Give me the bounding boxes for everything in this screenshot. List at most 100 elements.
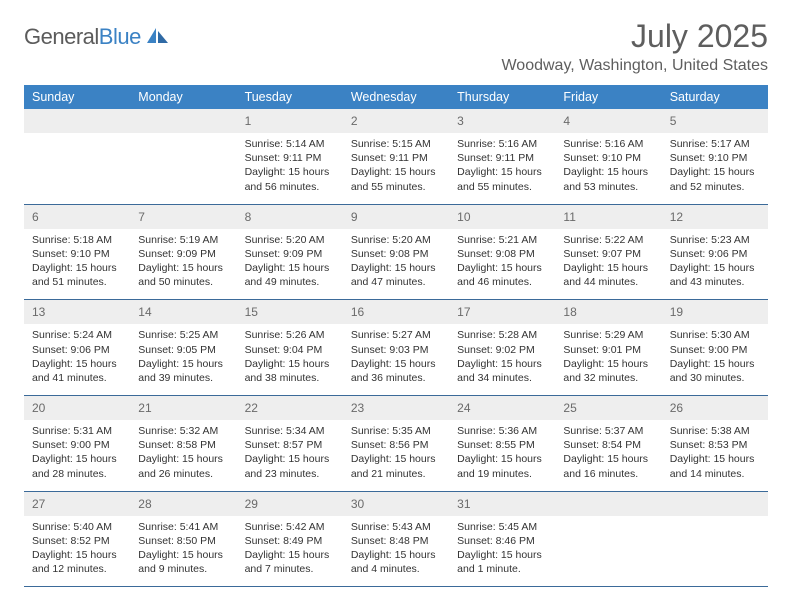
daynum-cell: 25 [555,396,661,420]
daynum-cell: 12 [662,205,768,229]
details-row: Sunrise: 5:31 AMSunset: 9:00 PMDaylight:… [24,420,768,492]
day1-line: Daylight: 15 hours [245,261,335,275]
day2-line: and 41 minutes. [32,371,122,385]
day2-line: and 26 minutes. [138,467,228,481]
sunrise-line: Sunrise: 5:34 AM [245,424,335,438]
details-cell: Sunrise: 5:19 AMSunset: 9:09 PMDaylight:… [130,229,236,300]
details-cell: Sunrise: 5:29 AMSunset: 9:01 PMDaylight:… [555,324,661,395]
day1-line: Daylight: 15 hours [351,261,441,275]
sunset-line: Sunset: 9:06 PM [670,247,760,261]
day1-line: Daylight: 15 hours [245,165,335,179]
sunset-line: Sunset: 9:00 PM [32,438,122,452]
details-cell: Sunrise: 5:21 AMSunset: 9:08 PMDaylight:… [449,229,555,300]
day-number: 27 [32,497,45,511]
day-number: 12 [670,210,683,224]
details-cell: Sunrise: 5:36 AMSunset: 8:55 PMDaylight:… [449,420,555,491]
day-number: 8 [245,210,252,224]
day-number: 17 [457,305,470,319]
sunset-line: Sunset: 9:01 PM [563,343,653,357]
details-cell: Sunrise: 5:17 AMSunset: 9:10 PMDaylight:… [662,133,768,204]
details-cell: Sunrise: 5:20 AMSunset: 9:08 PMDaylight:… [343,229,449,300]
daynum-cell [24,109,130,133]
details-cell: Sunrise: 5:20 AMSunset: 9:09 PMDaylight:… [237,229,343,300]
sunrise-line: Sunrise: 5:22 AM [563,233,653,247]
daynum-cell: 3 [449,109,555,133]
day1-line: Daylight: 15 hours [138,357,228,371]
daynum-cell: 28 [130,492,236,516]
day2-line: and 34 minutes. [457,371,547,385]
daynum-cell: 19 [662,300,768,324]
daynum-row: 12345 [24,109,768,133]
details-row: Sunrise: 5:18 AMSunset: 9:10 PMDaylight:… [24,229,768,301]
sunrise-line: Sunrise: 5:42 AM [245,520,335,534]
day1-line: Daylight: 15 hours [245,548,335,562]
details-cell: Sunrise: 5:22 AMSunset: 9:07 PMDaylight:… [555,229,661,300]
day-number: 6 [32,210,39,224]
details-cell: Sunrise: 5:16 AMSunset: 9:10 PMDaylight:… [555,133,661,204]
logo: GeneralBlue [24,24,169,50]
day-number: 20 [32,401,45,415]
sunrise-line: Sunrise: 5:45 AM [457,520,547,534]
sunset-line: Sunset: 9:08 PM [457,247,547,261]
sunset-line: Sunset: 9:00 PM [670,343,760,357]
sunrise-line: Sunrise: 5:29 AM [563,328,653,342]
details-cell: Sunrise: 5:30 AMSunset: 9:00 PMDaylight:… [662,324,768,395]
sunrise-line: Sunrise: 5:14 AM [245,137,335,151]
sunset-line: Sunset: 9:06 PM [32,343,122,357]
logo-text: GeneralBlue [24,24,141,50]
day1-line: Daylight: 15 hours [138,548,228,562]
sunrise-line: Sunrise: 5:24 AM [32,328,122,342]
details-cell [555,516,661,587]
daynum-cell: 7 [130,205,236,229]
title-block: July 2025 Woodway, Washington, United St… [501,18,768,75]
sunset-line: Sunset: 8:57 PM [245,438,335,452]
details-cell [24,133,130,204]
sunset-line: Sunset: 8:48 PM [351,534,441,548]
day1-line: Daylight: 15 hours [563,165,653,179]
day1-line: Daylight: 15 hours [670,165,760,179]
details-cell [130,133,236,204]
day1-line: Daylight: 15 hours [138,261,228,275]
calendar: SundayMondayTuesdayWednesdayThursdayFrid… [24,85,768,587]
daynum-cell: 2 [343,109,449,133]
day-number: 30 [351,497,364,511]
logo-part1: General [24,24,99,49]
sunset-line: Sunset: 8:49 PM [245,534,335,548]
details-cell: Sunrise: 5:23 AMSunset: 9:06 PMDaylight:… [662,229,768,300]
location-text: Woodway, Washington, United States [501,57,768,75]
daynum-cell: 10 [449,205,555,229]
day2-line: and 47 minutes. [351,275,441,289]
sunset-line: Sunset: 8:46 PM [457,534,547,548]
day-number: 5 [670,114,677,128]
sunset-line: Sunset: 9:02 PM [457,343,547,357]
day2-line: and 43 minutes. [670,275,760,289]
dow-cell: Friday [555,85,661,109]
sunrise-line: Sunrise: 5:20 AM [245,233,335,247]
day-number: 18 [563,305,576,319]
day2-line: and 55 minutes. [351,180,441,194]
day1-line: Daylight: 15 hours [245,452,335,466]
sunrise-line: Sunrise: 5:18 AM [32,233,122,247]
daynum-cell: 16 [343,300,449,324]
day2-line: and 7 minutes. [245,562,335,576]
day-number: 28 [138,497,151,511]
details-cell: Sunrise: 5:18 AMSunset: 9:10 PMDaylight:… [24,229,130,300]
sunset-line: Sunset: 8:53 PM [670,438,760,452]
day1-line: Daylight: 15 hours [457,261,547,275]
day2-line: and 51 minutes. [32,275,122,289]
daynum-cell: 27 [24,492,130,516]
daynum-cell [555,492,661,516]
daynum-cell: 8 [237,205,343,229]
day1-line: Daylight: 15 hours [351,452,441,466]
day1-line: Daylight: 15 hours [32,357,122,371]
sunrise-line: Sunrise: 5:43 AM [351,520,441,534]
sunset-line: Sunset: 9:09 PM [138,247,228,261]
sunset-line: Sunset: 8:58 PM [138,438,228,452]
sunset-line: Sunset: 9:03 PM [351,343,441,357]
details-cell: Sunrise: 5:34 AMSunset: 8:57 PMDaylight:… [237,420,343,491]
day-number: 24 [457,401,470,415]
details-cell: Sunrise: 5:41 AMSunset: 8:50 PMDaylight:… [130,516,236,587]
sunset-line: Sunset: 9:05 PM [138,343,228,357]
weeks-container: 12345Sunrise: 5:14 AMSunset: 9:11 PMDayl… [24,109,768,587]
day1-line: Daylight: 15 hours [563,261,653,275]
